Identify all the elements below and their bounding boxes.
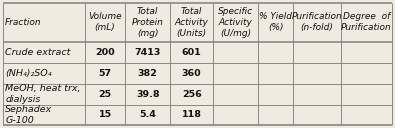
Text: 382: 382: [138, 69, 158, 78]
Text: Volume
(mL): Volume (mL): [88, 12, 122, 32]
Text: 256: 256: [182, 90, 201, 99]
Text: 601: 601: [182, 48, 201, 57]
Text: Fraction: Fraction: [5, 18, 42, 27]
Text: MeOH, heat trx,
dialysis: MeOH, heat trx, dialysis: [5, 84, 81, 104]
Text: % Yield
(%): % Yield (%): [259, 12, 292, 32]
Text: 39.8: 39.8: [136, 90, 160, 99]
Text: 118: 118: [182, 110, 202, 120]
Text: 15: 15: [98, 110, 111, 120]
Text: Degree  of
Purification: Degree of Purification: [341, 12, 392, 32]
Text: Specific
Activity
(U/mg): Specific Activity (U/mg): [218, 7, 253, 38]
Text: 5.4: 5.4: [139, 110, 156, 120]
Text: 200: 200: [95, 48, 115, 57]
Text: 25: 25: [98, 90, 111, 99]
Text: Total
Activity
(Units): Total Activity (Units): [175, 7, 209, 38]
Text: Crude extract: Crude extract: [5, 48, 71, 57]
Text: Purification
(n-fold): Purification (n-fold): [292, 12, 342, 32]
Text: Sephadex
G-100: Sephadex G-100: [5, 105, 53, 125]
Text: 57: 57: [98, 69, 111, 78]
Text: Total
Protein
(mg): Total Protein (mg): [132, 7, 164, 38]
Text: (NH₄)₂SO₄: (NH₄)₂SO₄: [5, 69, 52, 78]
Text: 360: 360: [182, 69, 201, 78]
Text: 7413: 7413: [135, 48, 161, 57]
Bar: [3, 3, 392, 42]
